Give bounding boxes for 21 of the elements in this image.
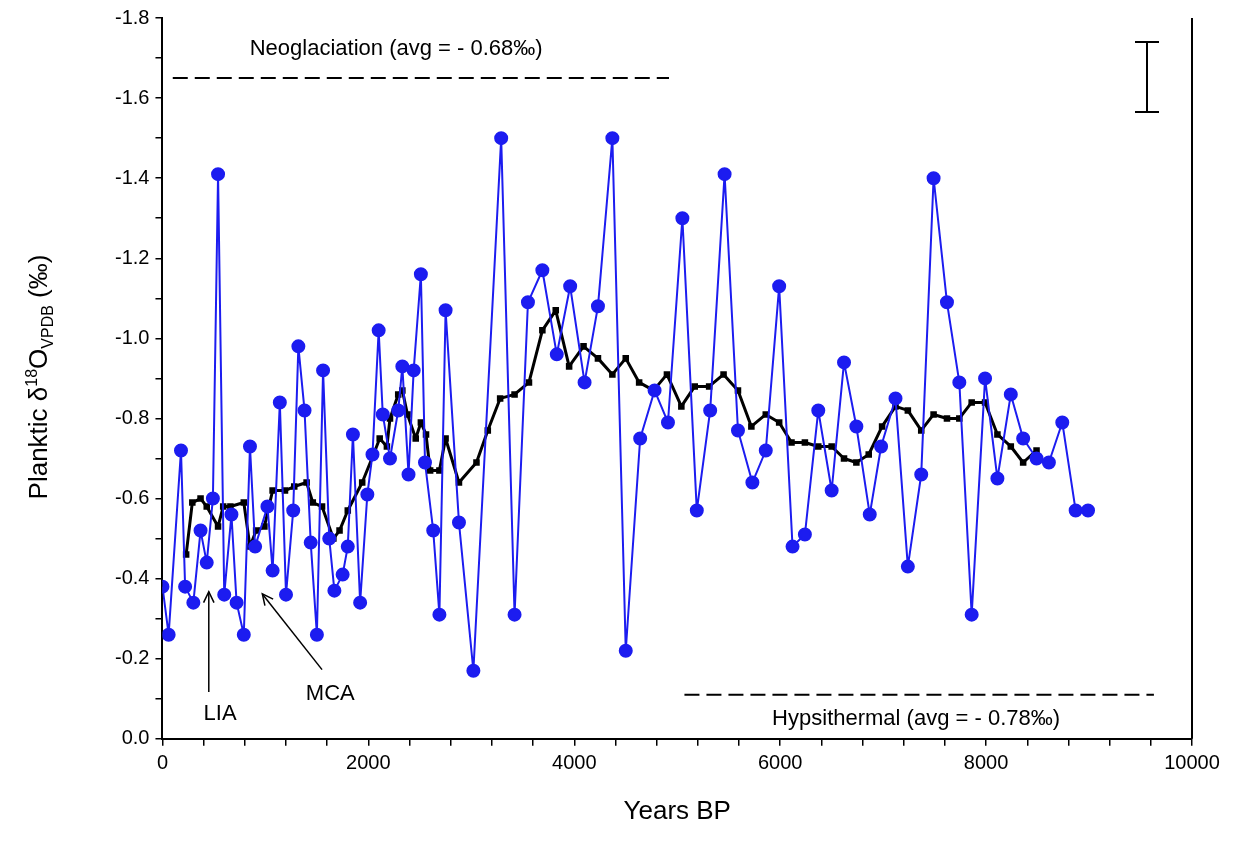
y-tick-label: -0.8 xyxy=(114,405,150,428)
y-tick-label: -1.2 xyxy=(114,245,150,268)
x-tick-label: 0 xyxy=(156,751,169,774)
y-tick-label: -1.8 xyxy=(114,5,150,28)
annotation: MCA xyxy=(305,680,356,706)
x-tick-label: 2000 xyxy=(346,751,391,774)
y-tick-label: -0.2 xyxy=(114,646,150,669)
annotation: Hypsithermal (avg = - 0.78‰) xyxy=(772,704,1061,730)
x-tick-label: 6000 xyxy=(757,751,803,774)
y-tick-label: 0.0 xyxy=(121,726,150,749)
x-tick-label: 4000 xyxy=(552,751,597,774)
y-tick-label: -1.0 xyxy=(114,325,150,348)
x-tick-label: 8000 xyxy=(963,751,1009,774)
y-tick-label: -0.4 xyxy=(114,566,150,589)
y-tick-label: -1.6 xyxy=(114,85,150,108)
annotation: Neoglaciation (avg = - 0.68‰) xyxy=(249,35,543,61)
annotation: LIA xyxy=(203,699,237,725)
x-tick-label: 10000 xyxy=(1164,751,1220,774)
y-tick-label: -1.4 xyxy=(114,165,150,188)
y-tick-label: -0.6 xyxy=(114,486,150,509)
x-axis-title: Years BP xyxy=(623,794,731,825)
